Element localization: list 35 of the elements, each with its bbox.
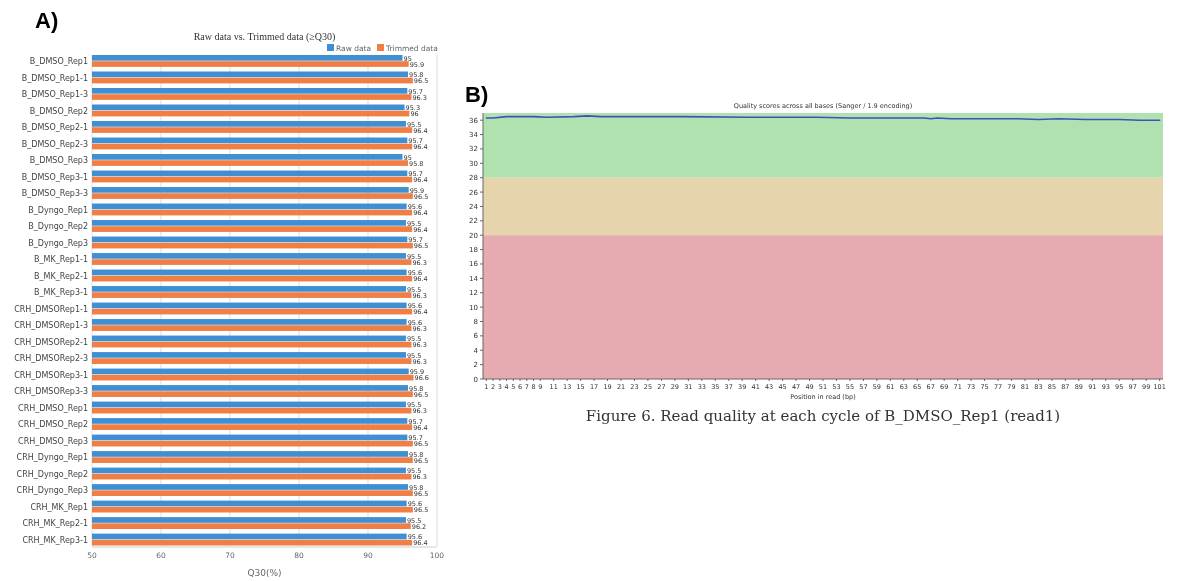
y-tick-label: CRH_DMSORep2-3 xyxy=(14,354,88,364)
y-tick-label: B_Dyngo_Rep1 xyxy=(28,205,88,215)
y-tick-label: CRH_Dyngo_Rep3 xyxy=(16,486,88,496)
y-tick-label: CRH_DMSO_Rep3 xyxy=(18,436,88,446)
y-tick-label: B_DMSO_Rep2-1 xyxy=(21,123,88,133)
y-tick-label: B_DMSO_Rep3-1 xyxy=(21,172,88,182)
y-tick-label: B_DMSO_Rep2 xyxy=(29,106,88,116)
y-tick-label: B_MK_Rep2-1 xyxy=(34,271,88,281)
y-tick-label: B_DMSO_Rep3-3 xyxy=(21,189,88,199)
y-tick-label: CRH_MK_Rep1 xyxy=(30,502,88,512)
y-tick-label: CRH_DMSORep3-3 xyxy=(14,387,88,397)
y-tick-label: CRH_MK_Rep2-1 xyxy=(22,519,88,529)
y-tick-label: B_DMSO_Rep1 xyxy=(29,57,88,67)
y-tick-label: CRH_DMSORep1-3 xyxy=(14,321,88,331)
y-tick-label: B_MK_Rep1-1 xyxy=(34,255,88,265)
caption: Figure 6. Read quality at each cycle of B_DMSO_Rep1 (read1) xyxy=(585,407,1061,425)
y-tick-label: B_MK_Rep3-1 xyxy=(34,288,88,298)
y-tick-label: CRH_DMSO_Rep1 xyxy=(18,403,88,413)
y-tick-label: CRH_DMSO_Rep2 xyxy=(18,420,88,430)
text: A) xyxy=(35,8,59,33)
y-tick-label: CRH_Dyngo_Rep1 xyxy=(16,453,88,463)
x-axis-title: Q30(%) xyxy=(247,568,282,578)
y-tick-label: B_DMSO_Rep1-1 xyxy=(21,73,88,83)
y-tick-label: CRH_MK_Rep3-1 xyxy=(22,535,88,545)
y-tick-label: B_Dyngo_Rep2 xyxy=(28,222,88,232)
text: B) xyxy=(465,82,489,107)
y-tick-label: B_DMSO_Rep2-3 xyxy=(21,139,88,149)
y-tick-label: CRH_Dyngo_Rep2 xyxy=(16,469,88,479)
y-tick-label: CRH_DMSORep2-1 xyxy=(14,337,88,347)
y-tick-label: CRH_DMSORep1-1 xyxy=(14,304,88,314)
y-tick-label: CRH_DMSORep3-1 xyxy=(14,370,88,380)
y-tick-label: B_DMSO_Rep1-3 xyxy=(21,90,88,100)
chart-title: Raw data vs. Trimmed data (≥Q30) xyxy=(193,31,336,43)
y-tick-label: B_Dyngo_Rep3 xyxy=(28,238,88,248)
y-tick-label: B_DMSO_Rep3 xyxy=(29,156,88,166)
